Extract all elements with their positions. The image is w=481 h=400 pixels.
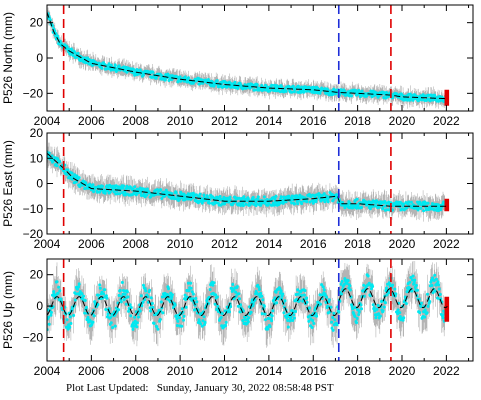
- y-tick-label: −20: [23, 330, 44, 344]
- up-panel: 2004 2006 2008 2010 2012 2014 2016 2018 2020 2022…: [1, 258, 474, 378]
- plot-area: [47, 142, 450, 222]
- data-points: [47, 12, 447, 104]
- x-tick-label: 2006: [78, 237, 105, 251]
- x-tick-label: 2008: [122, 364, 149, 378]
- y-tick-label: 10: [30, 151, 44, 165]
- x-tick-label: 2008: [122, 114, 149, 128]
- model-line: [47, 152, 448, 207]
- x-tick-label: 2004: [34, 237, 61, 251]
- x-tick-label: 2004: [34, 364, 61, 378]
- x-tick-label: 2014: [256, 364, 283, 378]
- x-tick-label: 2022: [433, 114, 460, 128]
- plot-frame: [46, 258, 474, 362]
- x-tick-label: 2012: [211, 237, 238, 251]
- x-tick-label: 2006: [78, 364, 105, 378]
- x-tick-label: 2004: [34, 114, 61, 128]
- north-panel: 2004 2006 2008 2010 2012 2014 2016 2018 2020 2022…: [1, 4, 474, 128]
- y-axis-label: P526 East (mm): [1, 140, 15, 227]
- east-panel: 2004 2006 2008 2010 2012 2014 2016 2018 2020 2022…: [1, 126, 474, 251]
- y-axis-label: P526 Up (mm): [1, 271, 15, 349]
- y-tick-label: 20: [30, 268, 44, 282]
- x-tick-label: 2012: [211, 114, 238, 128]
- y-tick-label: 0: [36, 299, 43, 313]
- y-tick-label: −20: [23, 227, 44, 241]
- x-tick-label: 2016: [300, 114, 327, 128]
- x-tick-label: 2008: [122, 237, 149, 251]
- x-tick-label: 2012: [211, 364, 238, 378]
- model-line: [47, 288, 448, 316]
- x-tick-label: 2010: [167, 364, 194, 378]
- x-tick-label: 2020: [389, 237, 416, 251]
- x-tick-label: 2016: [300, 237, 327, 251]
- x-tick-label: 2010: [167, 114, 194, 128]
- x-tick-label: 2018: [344, 364, 371, 378]
- x-tick-label: 2016: [300, 364, 327, 378]
- y-tick-label: −10: [23, 202, 44, 216]
- recent-data: [444, 296, 450, 322]
- x-tick-label: 2006: [78, 114, 105, 128]
- plot-area: [47, 261, 450, 348]
- y-axis-label: P526 North (mm): [1, 12, 15, 104]
- x-tick-label: 2020: [389, 114, 416, 128]
- plot-area: [47, 7, 450, 109]
- x-tick-label: 2014: [256, 114, 283, 128]
- x-tick-label: 2014: [256, 237, 283, 251]
- plot-updated-footer: Plot Last Updated: Sunday, January 30, 2…: [66, 382, 334, 394]
- model-line: [47, 11, 448, 100]
- x-tick-label: 2020: [389, 364, 416, 378]
- x-tick-label: 2010: [167, 237, 194, 251]
- y-tick-label: −20: [23, 86, 44, 100]
- y-tick-label: 0: [36, 177, 43, 191]
- x-tick-label: 2018: [344, 237, 371, 251]
- x-tick-label: 2022: [433, 364, 460, 378]
- y-tick-label: 20: [30, 16, 44, 30]
- x-tick-label: 2022: [433, 237, 460, 251]
- y-tick-label: 20: [30, 126, 44, 140]
- y-tick-label: 0: [36, 51, 43, 65]
- footer-label: Plot Last Updated:: [66, 382, 149, 394]
- recent-data: [444, 198, 450, 212]
- x-tick-label: 2018: [344, 114, 371, 128]
- data-points: [47, 273, 447, 332]
- footer-timestamp: Sunday, January 30, 2022 08:58:48 PST: [156, 382, 334, 394]
- recent-data: [444, 89, 450, 106]
